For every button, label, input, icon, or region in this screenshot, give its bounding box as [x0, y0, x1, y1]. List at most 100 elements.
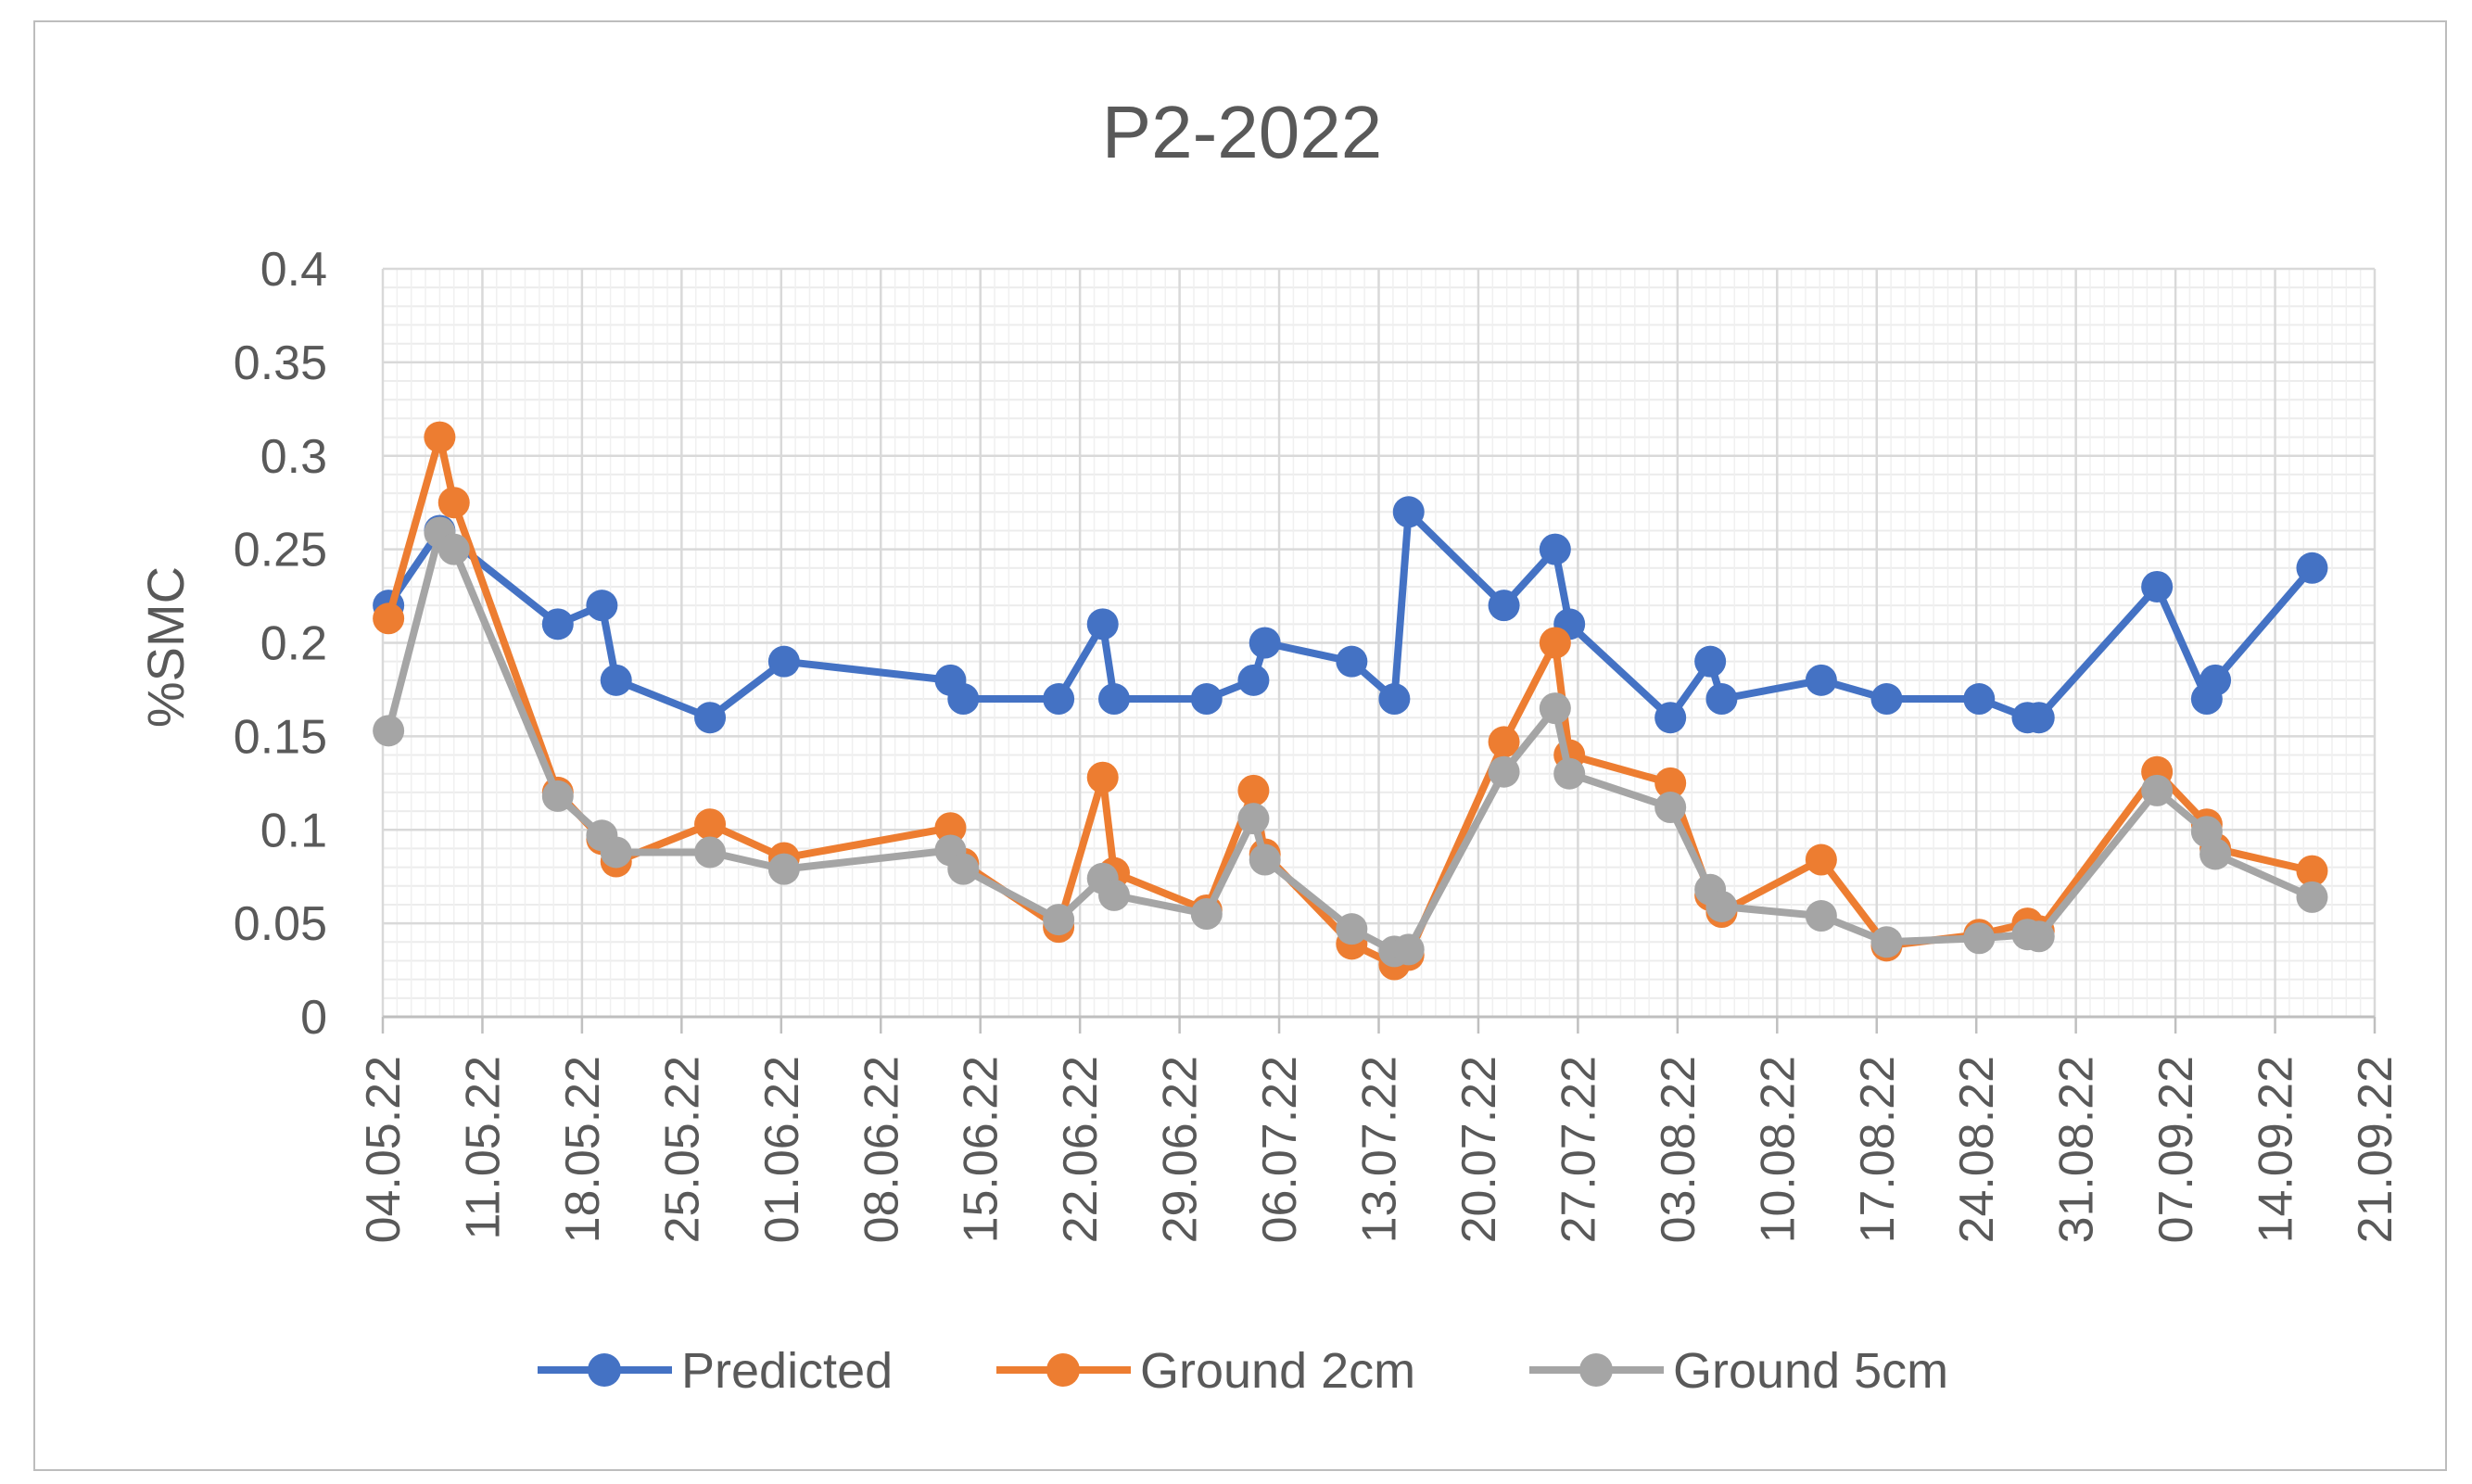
- y-tick-label: 0: [300, 991, 327, 1045]
- series-3-point: [947, 853, 980, 885]
- x-tick-label: 17.08.22: [1851, 1056, 1905, 1243]
- series-2-point: [373, 602, 405, 635]
- series-3-point: [1488, 755, 1520, 788]
- series-2-point: [1237, 774, 1270, 806]
- series-1-point: [1249, 627, 1281, 659]
- series-3-point: [541, 780, 574, 812]
- series-1-point: [1963, 683, 1996, 716]
- gridlines: [381, 267, 2377, 1019]
- series-1-point: [694, 702, 727, 734]
- series-1-point: [2296, 552, 2328, 584]
- series-3-point: [1705, 890, 1738, 922]
- series-3-point: [1805, 900, 1837, 932]
- legend-label: Ground 5cm: [1673, 1343, 1948, 1399]
- x-tick-label: 15.06.22: [955, 1056, 1008, 1243]
- series-1-point: [1488, 590, 1520, 622]
- series-1-point: [1870, 683, 1903, 716]
- y-tick-label: 0.1: [260, 804, 327, 857]
- series-2-point: [1805, 843, 1837, 876]
- x-tick-label: 21.09.22: [2349, 1056, 2402, 1243]
- y-tick-label: 0.15: [234, 710, 327, 764]
- series-3-point: [437, 533, 470, 565]
- series-3-point: [1336, 913, 1368, 945]
- x-tick-label: 25.05.22: [655, 1056, 709, 1243]
- series-1-point: [1694, 645, 1727, 678]
- series-3-point: [2022, 920, 2055, 953]
- series-1-point: [1378, 683, 1411, 716]
- series-3-point: [600, 836, 632, 869]
- y-tick-label: 0.3: [260, 430, 327, 484]
- series-1-point: [1086, 608, 1119, 641]
- x-tick-label: 04.05.22: [357, 1056, 411, 1243]
- series-line-3: [385, 528, 2316, 956]
- x-tick-label: 08.06.22: [855, 1056, 908, 1243]
- x-tick-label: 03.08.22: [1652, 1056, 1705, 1243]
- y-tick-label: 0.4: [260, 243, 327, 297]
- series-1-point: [1805, 664, 1837, 696]
- legend-swatch-marker: [1046, 1353, 1080, 1387]
- series-3-point: [694, 836, 727, 869]
- y-tick-label: 0.05: [234, 897, 327, 951]
- series-3-point: [2141, 774, 2174, 806]
- series-1-point: [1654, 702, 1687, 734]
- series-3-point: [1539, 692, 1571, 725]
- series-2-point: [1086, 761, 1119, 793]
- x-tick-label: 13.07.22: [1353, 1056, 1407, 1243]
- series-3-point: [1963, 922, 1996, 955]
- series-3-point: [373, 715, 405, 747]
- x-tick-label: 29.06.22: [1154, 1056, 1208, 1243]
- series-1-point: [2141, 570, 2174, 602]
- series-lines: [373, 421, 2328, 981]
- series-3-point: [1249, 843, 1281, 876]
- series-3-point: [1870, 926, 1903, 958]
- y-axis-label: %SMC: [136, 566, 195, 728]
- series-3-point: [767, 853, 800, 885]
- series-1-point: [1336, 645, 1368, 678]
- chart-frame: [33, 20, 2447, 1471]
- series-line-2: [385, 433, 2316, 969]
- legend-swatch-marker: [588, 1353, 621, 1387]
- series-2-point: [1539, 627, 1571, 659]
- series-3-point: [2296, 881, 2328, 913]
- series-2-point: [934, 812, 967, 844]
- series-3-point: [1654, 792, 1687, 824]
- series-2-point: [437, 487, 470, 519]
- chart-title: P2-2022: [1102, 91, 1382, 173]
- legend-label: Predicted: [681, 1343, 893, 1399]
- series-3-point: [1553, 757, 1586, 790]
- series-1-point: [1043, 683, 1075, 716]
- x-tick-label: 01.06.22: [755, 1056, 809, 1243]
- series-1-point: [1237, 664, 1270, 696]
- series-2-point: [2296, 855, 2328, 887]
- series-1-point: [1190, 683, 1223, 716]
- series-1-point: [541, 608, 574, 641]
- series-1-point: [586, 590, 618, 622]
- y-tick-label: 0.25: [234, 524, 327, 577]
- x-tick-label: 11.05.22: [456, 1056, 510, 1240]
- x-tick-label: 07.09.22: [2149, 1056, 2203, 1243]
- x-tick-label: 18.05.22: [556, 1056, 610, 1243]
- series-3-point: [1097, 879, 1130, 911]
- x-tick-label: 10.08.22: [1751, 1056, 1805, 1243]
- series-1-point: [600, 664, 632, 696]
- series-1-point: [1392, 496, 1425, 528]
- series-1-point: [2199, 664, 2232, 696]
- series-2-point: [694, 808, 727, 841]
- series-3-point: [2199, 838, 2232, 870]
- legend-swatch-marker: [1579, 1353, 1613, 1387]
- series-1-point: [767, 645, 800, 678]
- series-1-point: [1705, 683, 1738, 716]
- series-1-point: [1539, 533, 1571, 565]
- x-tick-label: 14.09.22: [2250, 1056, 2303, 1243]
- series-3-point: [1392, 933, 1425, 966]
- series-3-point: [1043, 904, 1075, 936]
- legend-label: Ground 2cm: [1140, 1343, 1415, 1399]
- series-2-point: [424, 421, 456, 453]
- x-tick-label: 24.08.22: [1950, 1056, 2004, 1243]
- legend: Predicted Ground 2cm Ground 5cm: [538, 1343, 1948, 1399]
- series-3-point: [1190, 898, 1223, 931]
- x-tick-label: 20.07.22: [1452, 1056, 1506, 1243]
- x-tick-label: 22.06.22: [1054, 1056, 1108, 1243]
- series-3-point: [1237, 803, 1270, 835]
